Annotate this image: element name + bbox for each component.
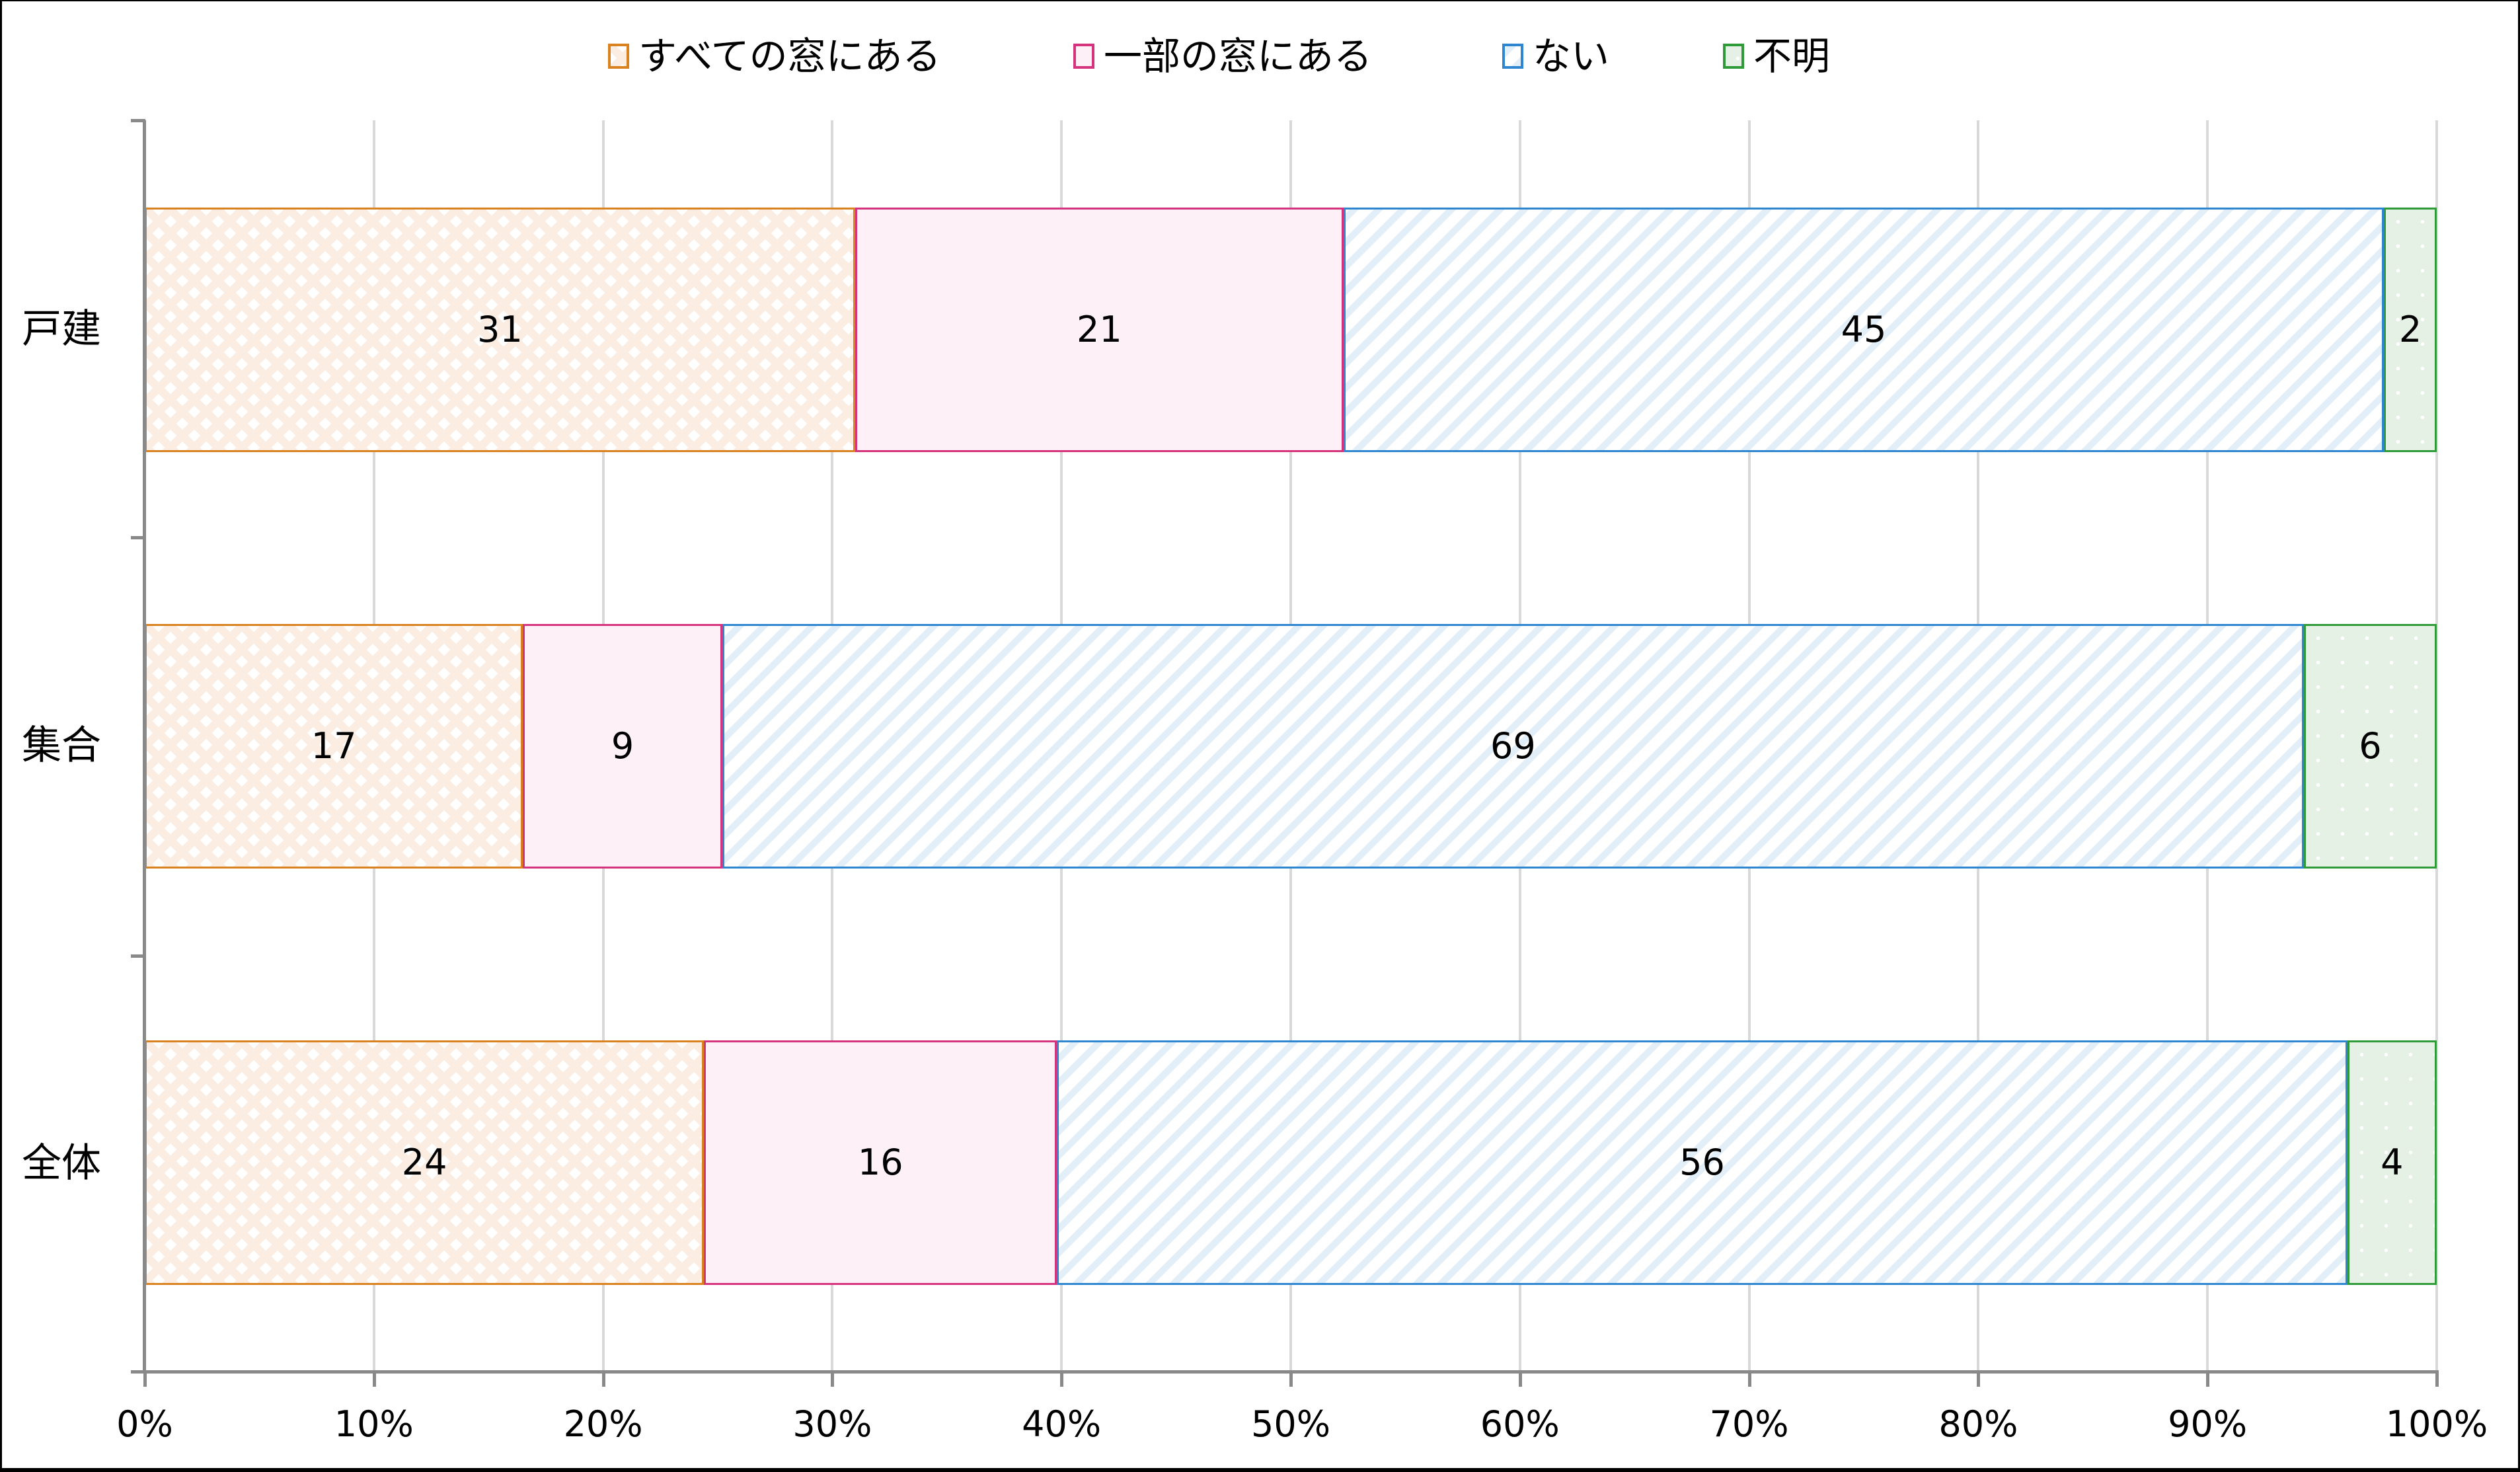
data-label: 56	[1679, 1142, 1725, 1183]
bar-segment-none: 45	[1343, 208, 2385, 452]
bar-segment-some-windows: 21	[855, 208, 1344, 452]
data-label: 45	[1841, 309, 1887, 350]
bar-segment-none: 56	[1057, 1040, 2348, 1285]
x-tick-label: 50%	[1250, 1403, 1331, 1445]
x-axis	[131, 1370, 2439, 1374]
data-label: 4	[2381, 1142, 2404, 1183]
data-label: 2	[2398, 309, 2422, 350]
x-axis-tick	[1060, 1370, 1064, 1387]
data-label: 16	[857, 1142, 903, 1183]
x-tick-label: 90%	[2168, 1403, 2248, 1445]
x-axis-tick	[1747, 1370, 1751, 1387]
legend-item-all-windows: すべての窓にある	[608, 26, 941, 86]
data-label: 9	[611, 725, 634, 767]
data-label: 69	[1490, 725, 1536, 767]
x-axis-tick	[2206, 1370, 2210, 1387]
x-tick-label: 40%	[1022, 1403, 1102, 1445]
legend-item-none: ない	[1502, 26, 1609, 86]
bar-segment-some-windows: 9	[523, 624, 722, 869]
legend-label: 一部の窓にある	[1104, 34, 1373, 79]
data-label: 31	[477, 309, 523, 350]
bar-segment-none: 69	[722, 624, 2304, 869]
x-tick-label: 0%	[116, 1403, 173, 1445]
bar-segment-all-windows: 17	[145, 624, 523, 869]
x-axis-tick	[143, 1370, 147, 1387]
legend-swatch-unknown	[1723, 44, 1744, 69]
y-axis-tick	[131, 119, 145, 122]
bar-segment-unknown: 2	[2384, 208, 2437, 452]
x-tick-label: 70%	[1709, 1403, 1789, 1445]
data-label: 21	[1077, 309, 1122, 350]
y-axis-tick	[131, 954, 145, 958]
bar-apartment: 17 9 69 6	[145, 624, 2437, 869]
x-axis-tick	[1977, 1370, 1981, 1387]
x-axis-tick	[1518, 1370, 1522, 1387]
bar-segment-all-windows: 24	[145, 1040, 705, 1285]
legend-label: ない	[1533, 34, 1610, 79]
bar-detached-house: 31 21 45 2	[145, 208, 2437, 452]
x-axis-tick	[1289, 1370, 1293, 1387]
bar-segment-unknown: 4	[2347, 1040, 2437, 1285]
x-axis-tick	[372, 1370, 376, 1387]
x-tick-label: 30%	[792, 1403, 872, 1445]
x-tick-label: 20%	[563, 1403, 643, 1445]
x-tick-label: 60%	[1480, 1403, 1560, 1445]
legend-swatch-all-windows	[608, 44, 629, 69]
legend: すべての窓にある 一部の窓にある ない 不明	[0, 26, 2520, 86]
data-label: 17	[311, 725, 357, 767]
data-label: 6	[2359, 725, 2382, 767]
bar-overall: 24 16 56 4	[145, 1040, 2437, 1285]
category-label-overall: 全体	[22, 1140, 101, 1186]
bar-segment-all-windows: 31	[145, 208, 856, 452]
legend-label: すべての窓にある	[638, 34, 941, 79]
bar-segment-unknown: 6	[2303, 624, 2437, 869]
legend-swatch-some-windows	[1073, 44, 1094, 69]
x-axis-tick	[831, 1370, 835, 1387]
x-axis-tick	[601, 1370, 605, 1387]
bar-segment-some-windows: 16	[704, 1040, 1057, 1285]
y-axis-tick	[131, 536, 145, 539]
category-label-detached-house: 戸建	[22, 306, 101, 352]
legend-item-some-windows: 一部の窓にある	[1073, 26, 1372, 86]
data-label: 24	[401, 1142, 447, 1183]
legend-label: 不明	[1753, 34, 1831, 79]
gridline	[2435, 120, 2438, 1372]
x-tick-label: 10%	[334, 1403, 414, 1445]
x-tick-label: 80%	[1938, 1403, 2018, 1445]
x-tick-label: 100%	[2385, 1403, 2488, 1445]
legend-item-unknown: 不明	[1723, 26, 1830, 86]
legend-swatch-none	[1502, 44, 1523, 69]
x-axis-tick	[2435, 1370, 2439, 1387]
category-label-apartment: 集合	[22, 722, 101, 769]
y-axis	[143, 120, 146, 1374]
